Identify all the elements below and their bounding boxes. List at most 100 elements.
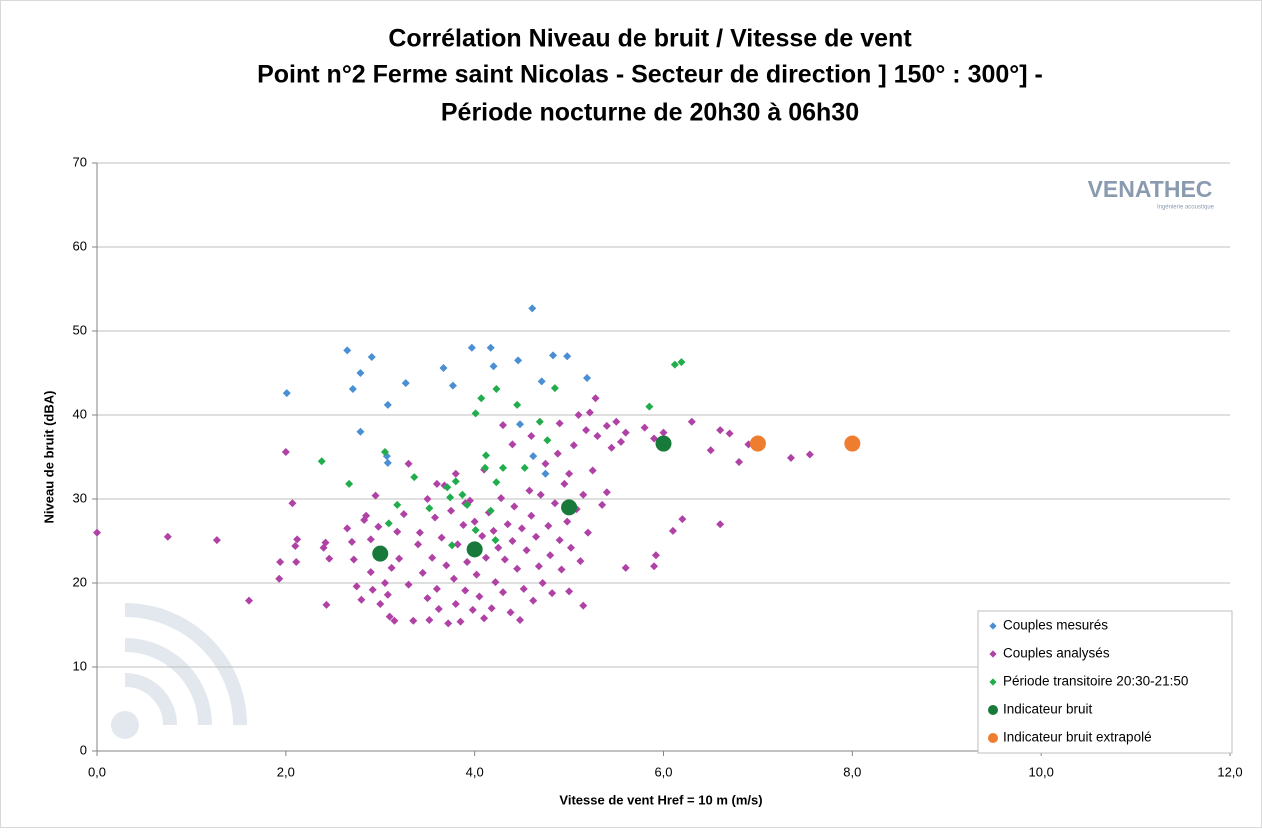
point	[343, 524, 352, 533]
point	[555, 419, 564, 428]
point	[497, 494, 506, 503]
point	[786, 453, 795, 462]
legend-marker	[989, 650, 997, 658]
legend-label: Couples mesurés	[1003, 618, 1108, 633]
point	[481, 463, 490, 472]
point	[282, 389, 291, 398]
point	[414, 540, 423, 549]
point	[245, 596, 254, 605]
point	[640, 423, 649, 432]
point	[598, 500, 607, 509]
point	[494, 543, 503, 552]
point	[442, 561, 451, 570]
point	[448, 541, 457, 550]
watermark-dot	[111, 711, 139, 739]
series	[372, 435, 672, 562]
point	[461, 586, 470, 595]
point	[325, 554, 334, 563]
point	[439, 363, 448, 372]
point	[500, 555, 509, 564]
point	[466, 541, 483, 558]
point	[447, 506, 456, 515]
legend-label: Période transitoire 20:30-21:50	[1003, 674, 1188, 689]
legend-marker	[989, 678, 997, 686]
point	[591, 394, 600, 403]
point	[678, 515, 687, 524]
point	[844, 435, 861, 452]
y-tick-label: 60	[73, 238, 87, 253]
y-axis-label: Niveau de bruit (dBA)	[41, 391, 56, 524]
point	[520, 463, 529, 472]
point	[456, 617, 465, 626]
point	[366, 535, 375, 544]
point	[503, 520, 512, 529]
point	[650, 434, 659, 443]
point	[735, 458, 744, 467]
point	[550, 499, 559, 508]
point	[393, 527, 402, 536]
point	[212, 536, 221, 545]
point	[506, 608, 515, 617]
point	[510, 502, 519, 511]
point	[565, 469, 574, 478]
point	[477, 394, 486, 403]
legend-label: Indicateur bruit extrapolé	[1003, 730, 1152, 745]
point	[423, 495, 432, 503]
point	[487, 604, 496, 613]
point	[463, 500, 472, 509]
point	[716, 520, 725, 529]
point	[548, 589, 557, 598]
point	[292, 558, 301, 566]
x-tick-label: 2,0	[277, 764, 295, 779]
point	[534, 562, 543, 571]
point	[428, 553, 437, 562]
logo-tagline: Ingénierie acoustique	[1157, 205, 1215, 211]
point	[550, 384, 559, 393]
point	[395, 554, 404, 563]
point	[432, 479, 441, 488]
point	[399, 510, 408, 519]
point	[432, 584, 441, 593]
point	[489, 526, 498, 535]
point	[508, 537, 517, 545]
point	[288, 499, 297, 508]
point	[423, 594, 432, 603]
y-tick-label: 40	[73, 406, 87, 421]
point	[390, 616, 399, 625]
legend-marker	[988, 705, 998, 715]
point	[374, 522, 383, 531]
point	[602, 421, 611, 430]
point	[498, 421, 507, 430]
chart-title: Point n°2 Ferme saint Nicolas - Secteur …	[257, 61, 1043, 89]
point	[574, 411, 583, 419]
point	[491, 536, 500, 545]
point	[612, 417, 621, 426]
point	[349, 555, 358, 564]
x-tick-label: 4,0	[466, 764, 484, 779]
point	[528, 304, 537, 313]
point	[549, 351, 558, 360]
point	[459, 521, 468, 530]
point	[543, 436, 552, 445]
point	[489, 362, 498, 371]
point	[538, 579, 547, 587]
point	[481, 451, 490, 460]
point	[451, 477, 460, 486]
point	[561, 499, 578, 516]
point	[443, 483, 452, 492]
watermark	[111, 603, 247, 739]
point	[434, 605, 443, 614]
point	[498, 463, 507, 472]
point	[514, 356, 523, 365]
legend: Couples mesurés Couples analysés Période t…	[977, 610, 1233, 754]
point	[404, 580, 413, 589]
series	[282, 304, 592, 478]
point	[805, 450, 814, 459]
point	[383, 400, 392, 409]
point	[541, 469, 550, 478]
point	[579, 490, 588, 499]
point	[463, 558, 472, 566]
x-tick-label: 8,0	[843, 764, 861, 779]
point	[582, 426, 591, 435]
